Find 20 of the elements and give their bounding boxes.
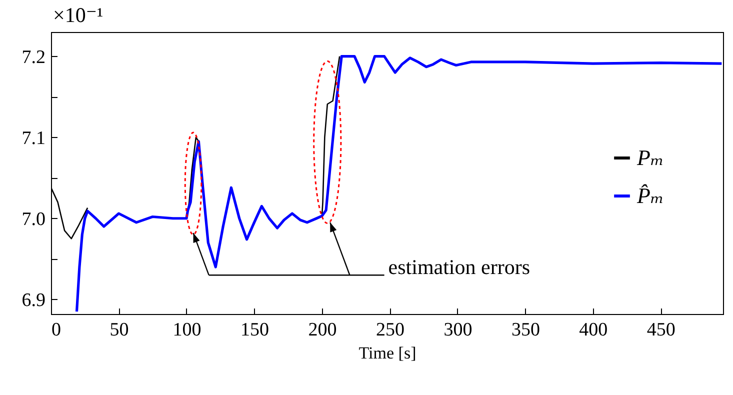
x-tick-label: 200 (308, 320, 337, 340)
x-tick-label: 50 (110, 320, 129, 340)
text: ×10⁻¹ (53, 3, 104, 27)
x-tick-label: 100 (172, 320, 202, 340)
x-tick-label: 350 (511, 320, 540, 340)
x-tick-label: 300 (444, 320, 472, 340)
x-tick-label: 450 (646, 320, 676, 340)
legend-label: P̂ₘ (636, 183, 664, 208)
annotation: estimation errors (388, 255, 530, 279)
x-tick-label: 0 (52, 320, 61, 340)
legend-label: Pₘ (636, 145, 664, 170)
y-tick-label: 6.9 (22, 290, 46, 311)
x-tick-label: 400 (579, 320, 608, 340)
line-series (75, 55, 723, 313)
x-tick-label: 250 (376, 320, 404, 340)
y-tick-label: 7.1 (22, 128, 46, 149)
x-axis-title: Time [s] (358, 344, 416, 362)
x-tick-label: 150 (240, 320, 269, 340)
y-tick-label: 7.0 (22, 208, 46, 230)
y-tick-label: 7.2 (22, 46, 46, 68)
